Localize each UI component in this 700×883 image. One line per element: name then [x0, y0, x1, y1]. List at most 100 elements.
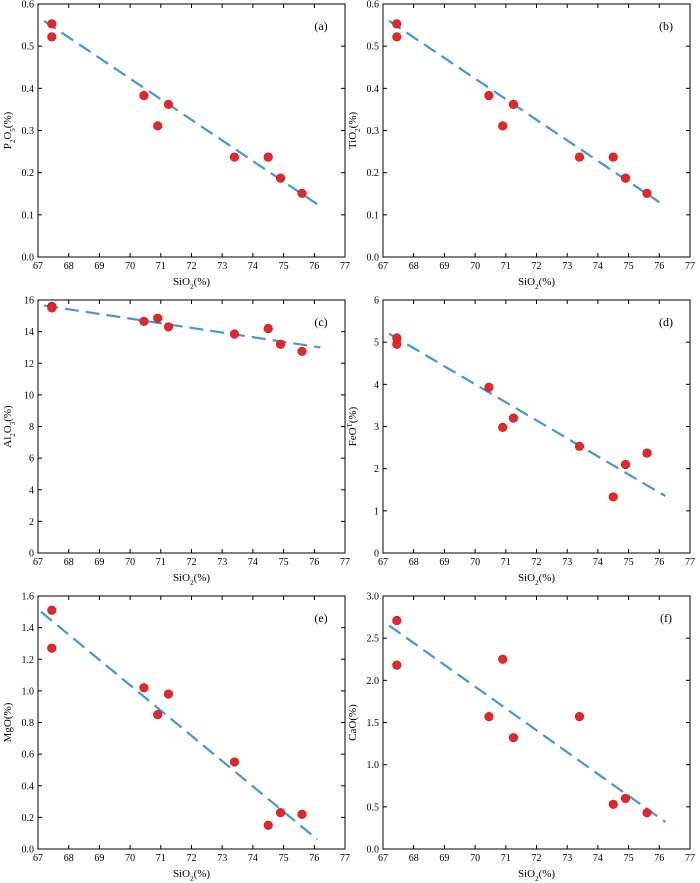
data-point [153, 709, 163, 720]
x-tick-label: 68 [409, 557, 419, 568]
y-tick-label: 0.1 [367, 210, 380, 221]
x-tick-label: 75 [279, 261, 289, 272]
x-axis-label: SiO2(%) [518, 572, 555, 587]
x-tick-label: 73 [217, 853, 227, 864]
x-tick-label: 70 [125, 557, 135, 568]
y-tick-label: 0.2 [22, 813, 35, 824]
data-point [508, 99, 519, 109]
data-point [574, 711, 585, 722]
x-tick-label: 77 [685, 261, 695, 272]
x-tick-label: 71 [156, 557, 166, 568]
data-point [498, 654, 508, 664]
x-tick-label: 75 [624, 557, 634, 568]
plot-frame [382, 3, 691, 258]
y-tick-label: 0.0 [22, 253, 35, 264]
x-tick-label: 70 [125, 261, 135, 272]
data-point [392, 339, 402, 349]
data-point [139, 316, 149, 326]
y-axis-label: MgO(%) [2, 702, 14, 742]
data-point [498, 422, 508, 432]
y-tick-label: 0.6 [367, 0, 380, 11]
chart-panel: 67 68 69 70 71 72 73 74 75 76 77 0.0 0.5 1.0 1.5 2.0 2.5… [347, 592, 695, 883]
x-tick-label: 72 [187, 261, 197, 272]
data-point [139, 683, 149, 693]
x-tick-label: 68 [409, 853, 419, 864]
data-point [153, 121, 163, 131]
x-tick-label: 68 [64, 853, 74, 864]
y-tick-label: 1.5 [367, 718, 380, 729]
panel-tag: (c) [314, 315, 327, 329]
data-point [47, 32, 57, 42]
data-point [229, 329, 240, 339]
data-point [574, 441, 585, 451]
y-tick-label: 2.5 [367, 634, 380, 645]
data-point [263, 152, 273, 162]
y-tick-label: 0 [29, 549, 34, 560]
data-point [498, 121, 508, 131]
data-point [608, 152, 618, 162]
x-axis-label: SiO2(%) [518, 868, 555, 883]
x-axis-label: SiO2(%) [173, 276, 210, 291]
x-tick-label: 67 [33, 261, 43, 272]
data-point [484, 90, 494, 101]
y-tick-label: 0.2 [22, 168, 35, 179]
x-tick-label: 67 [378, 557, 388, 568]
trend-line [388, 332, 666, 498]
y-tick-label: 0.5 [367, 42, 380, 53]
data-point [484, 711, 494, 722]
data-point [642, 448, 652, 458]
x-axis-label: SiO2(%) [173, 868, 210, 883]
y-tick-label: 0.6 [22, 750, 35, 761]
y-tick-label: 1.2 [22, 655, 35, 666]
x-tick-label: 77 [340, 261, 350, 272]
y-tick-label: 0.4 [22, 781, 35, 792]
y-tick-label: 6 [29, 454, 34, 465]
x-tick-label: 76 [309, 853, 319, 864]
x-tick-label: 70 [470, 261, 480, 272]
y-tick-label: 2 [374, 464, 379, 475]
x-tick-label: 71 [501, 853, 511, 864]
data-point [574, 152, 585, 162]
data-point [392, 615, 402, 626]
x-tick-label: 72 [187, 557, 197, 568]
y-tick-label: 16 [24, 296, 34, 307]
data-point [642, 808, 652, 818]
x-tick-label: 70 [125, 853, 135, 864]
data-point [620, 459, 631, 470]
y-tick-label: 0.6 [22, 0, 35, 11]
x-tick-label: 72 [532, 261, 542, 272]
x-tick-label: 69 [439, 557, 449, 568]
data-point [263, 820, 273, 830]
x-tick-label: 76 [654, 261, 664, 272]
data-point [642, 188, 652, 198]
panel-tag: (d) [659, 315, 673, 329]
x-tick-label: 73 [217, 261, 227, 272]
data-point [229, 152, 240, 162]
data-point [297, 188, 307, 198]
x-tick-label: 72 [187, 853, 197, 864]
y-axis-label: TiO2(%) [347, 112, 362, 150]
y-tick-label: 1 [374, 506, 379, 517]
trend-line [43, 19, 322, 208]
y-tick-label: 8 [29, 422, 34, 433]
data-point [484, 382, 494, 392]
x-tick-label: 75 [624, 853, 634, 864]
y-tick-label: 0.3 [367, 126, 380, 137]
y-tick-label: 2.0 [367, 676, 380, 687]
data-point [392, 660, 402, 670]
x-tick-label: 67 [378, 853, 388, 864]
x-tick-label: 76 [309, 557, 319, 568]
x-tick-label: 69 [439, 853, 449, 864]
y-tick-label: 0.2 [367, 168, 380, 179]
data-point [275, 339, 286, 349]
data-point [153, 313, 163, 323]
data-point [392, 32, 402, 42]
y-tick-label: 0.3 [22, 126, 35, 137]
panel-tag: (a) [314, 19, 327, 33]
data-point [608, 492, 618, 502]
y-axis-label: P2O5(%) [2, 111, 17, 149]
panel-tag: (f) [660, 611, 672, 625]
x-axis-label: SiO2(%) [173, 572, 210, 587]
chart-panel: 67 68 69 70 71 72 73 74 75 76 77 0.0 0.2 0.4 0.6 0.8 1.0… [2, 592, 350, 883]
